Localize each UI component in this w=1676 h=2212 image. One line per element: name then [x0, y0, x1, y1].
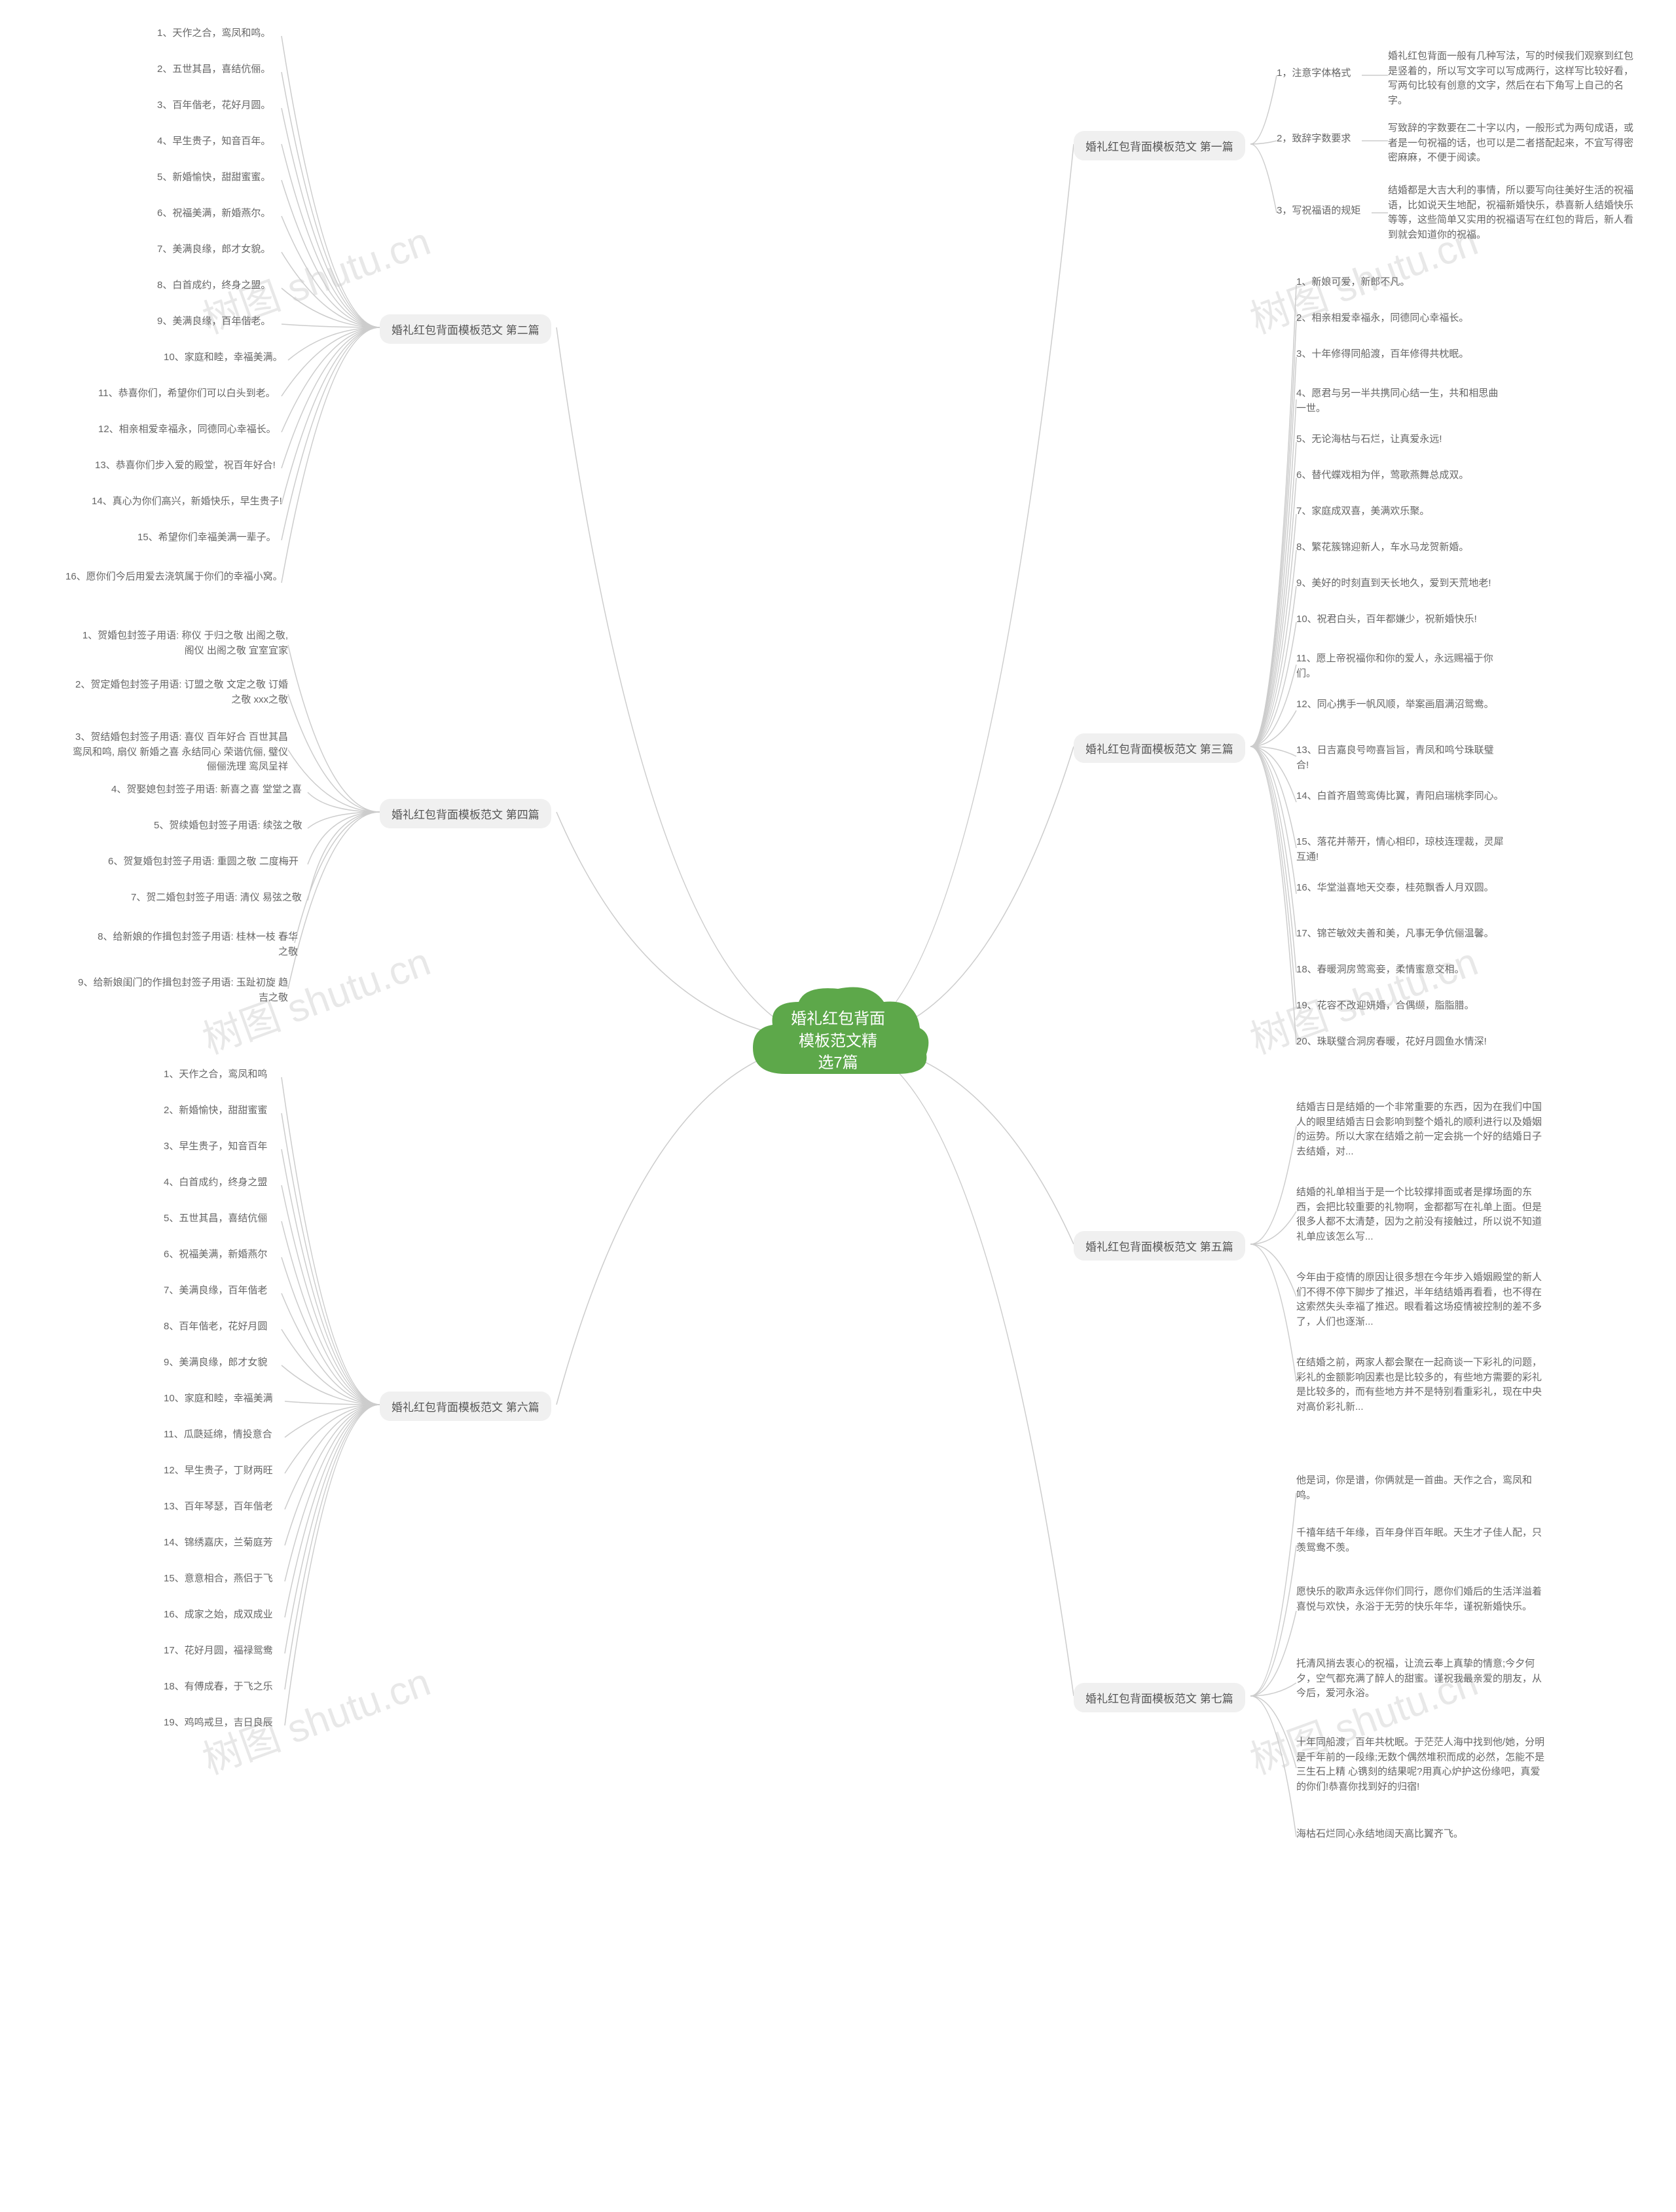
leaf: 千禧年结千年缘，百年身伴百年眠。天生才子佳人配，只羡鸳鸯不羡。: [1296, 1526, 1545, 1555]
leaf: 8、白首成约，终身之盟。: [157, 278, 270, 293]
leaf: 12、早生贵子，丁财两旺: [164, 1464, 273, 1479]
leaf: 18、春暖洞房莺鸾妾，柔情蜜意交相。: [1296, 963, 1465, 978]
leaf: 13、恭喜你们步入爱的殿堂，祝百年好合!: [95, 458, 276, 473]
leaf: 13、日吉嘉良号吻喜旨旨，青凤和鸣兮珠联璧合!: [1296, 743, 1506, 773]
leaf: 9、美满良缘，百年偕老。: [157, 314, 270, 329]
leaf: 17、锦芒敏效夫善和美，凡事无争伉俪温馨。: [1296, 927, 1494, 942]
leaf: 4、早生贵子，知音百年。: [157, 134, 270, 149]
leaf: 13、百年琴瑟，百年偕老: [164, 1500, 273, 1515]
leaf: 2、相亲相爱幸福永，同德同心幸福长。: [1296, 311, 1468, 326]
leaf: 2、贺定婚包封签子用语: 订盟之敬 文定之敬 订婚之敬 xxx之敬: [72, 678, 288, 707]
leaf: 2、五世其昌，喜结伉俪。: [157, 62, 270, 77]
leaf: 10、祝君白头，百年都嫌少，祝新婚快乐!: [1296, 612, 1477, 627]
leaf: 15、落花并蒂开，情心相印，琼枝连理裁，灵犀互通!: [1296, 835, 1506, 864]
leaf: 11、愿上帝祝福你和你的爱人，永远赐福于你们。: [1296, 652, 1506, 681]
leaf: 14、白首齐眉莺鸾俦比翼，青阳启瑞桃李同心。: [1296, 789, 1504, 804]
branch-4: 婚礼红包背面模板范文 第四篇: [380, 799, 551, 828]
leaf: 12、同心携手一帆风顺，举案画眉满沼鸳鸯。: [1296, 697, 1494, 712]
leaf: 9、美好的时刻直到天长地久，爱到天荒地老!: [1296, 576, 1491, 591]
leaf: 6、贺复婚包封签子用语: 重圆之敬 二度梅开: [108, 855, 299, 870]
leaf: 19、花容不改迎妍婚，合偶缬，脂脂腊。: [1296, 999, 1474, 1014]
leaf: 1、天作之合，鸾凤和鸣: [164, 1067, 267, 1082]
leaf: 他是词，你是谱，你俩就是一首曲。天作之合，鸾凤和鸣。: [1296, 1473, 1545, 1503]
leaf: 5、新婚愉快，甜甜蜜蜜。: [157, 170, 270, 185]
center-title: 婚礼红包背面模板范文精选7篇: [789, 1008, 887, 1075]
leaf: 6、祝福美满，新婚燕尔。: [157, 206, 270, 221]
leaf: 结婚都是大吉大利的事情，所以要写向往美好生活的祝福语，比如说天生地配，祝福新婚快…: [1388, 183, 1637, 242]
leaf: 7、美满良缘，郎才女貌。: [157, 242, 270, 257]
mindmap-container: 树图 shutu.cn 树图 shutu.cn 树图 shutu.cn 树图 s…: [0, 0, 1676, 2212]
leaf: 3、早生贵子，知音百年: [164, 1139, 267, 1154]
leaf: 14、锦绣嘉庆，兰菊庭芳: [164, 1536, 273, 1551]
leaf: 结婚的礼单相当于是一个比较撑排面或者是撑场面的东西，会把比较重要的礼物啊，金都都…: [1296, 1185, 1545, 1244]
leaf: 18、有傅成春，于飞之乐: [164, 1680, 273, 1695]
leaf: 12、相亲相爱幸福永，同德同心幸福长。: [98, 422, 276, 437]
leaf: 5、贺续婚包封签子用语: 续弦之敬: [154, 819, 302, 834]
branch-1: 婚礼红包背面模板范文 第一篇: [1074, 131, 1245, 160]
leaf: 海枯石烂同心永结地阔天高比翼齐飞。: [1296, 1827, 1463, 1842]
leaf: 8、给新娘的作揖包封签子用语: 桂林一枝 春华之敬: [88, 930, 298, 959]
leaf: 10、家庭和睦，幸福美满。: [164, 350, 283, 365]
leaf: 7、贺二婚包封签子用语: 清仪 易弦之敬: [131, 891, 302, 906]
leaf: 婚礼红包背面一般有几种写法，写的时候我们观察到红包是竖着的，所以写文字可以写成两…: [1388, 49, 1637, 108]
leaf: 10、家庭和睦，幸福美满: [164, 1392, 273, 1407]
leaf: 6、替代蝶戏相为伴，莺歌燕舞总成双。: [1296, 468, 1468, 483]
leaf: 20、珠联璧合洞房春暖，花好月圆鱼水情深!: [1296, 1035, 1487, 1050]
branch-1-sub-1: 1，注意字体格式: [1277, 65, 1351, 79]
leaf: 9、美满良缘，郎才女貌: [164, 1355, 267, 1371]
branch-3: 婚礼红包背面模板范文 第三篇: [1074, 733, 1245, 763]
leaf: 15、意意相合，燕侣于飞: [164, 1572, 273, 1587]
branch-6: 婚礼红包背面模板范文 第六篇: [380, 1392, 551, 1421]
leaf: 14、真心为你们高兴，新婚快乐，早生贵子!: [92, 494, 282, 509]
leaf: 5、无论海枯与石烂，让真爱永远!: [1296, 432, 1442, 447]
leaf: 1、天作之合，鸾凤和鸣。: [157, 26, 270, 41]
leaf: 1、贺婚包封签子用语: 称仪 于归之敬 出阁之敬, 阁仪 出阁之敬 宜室宜家: [72, 629, 288, 658]
leaf: 4、白首成约，终身之盟: [164, 1175, 267, 1190]
leaf: 3、百年偕老，花好月圆。: [157, 98, 270, 113]
leaf: 2、新婚愉快，甜甜蜜蜜: [164, 1103, 267, 1118]
leaf: 8、繁花簇锦迎新人，车水马龙贺新婚。: [1296, 540, 1468, 555]
leaf: 7、家庭成双喜，美满欢乐聚。: [1296, 504, 1429, 519]
leaf: 3、十年修得同船渡，百年修得共枕眠。: [1296, 347, 1468, 362]
leaf: 11、瓜瓞延绵，情投意合: [164, 1428, 272, 1443]
center-node: 婚礼红包背面模板范文精选7篇: [740, 982, 936, 1100]
leaf: 托清风捎去衷心的祝福，让流云奉上真挚的情意;今夕何夕，空气都充满了醉人的甜蜜。谨…: [1296, 1657, 1545, 1701]
leaf: 今年由于疫情的原因让很多想在今年步入婚姻殿堂的新人们不得不停下脚步了推迟，半年结…: [1296, 1270, 1545, 1329]
leaf: 十年同船渡，百年共枕眠。于茫茫人海中找到他/她，分明是千年前的一段缘;无数个偶然…: [1296, 1735, 1545, 1794]
leaf: 8、百年偕老，花好月圆: [164, 1319, 267, 1335]
leaf: 3、贺结婚包封签子用语: 喜仪 百年好合 百世其昌 鸾凤和鸣, 扇仪 新婚之喜 …: [72, 730, 288, 775]
leaf: 结婚吉日是结婚的一个非常重要的东西，因为在我们中国人的眼里结婚吉日会影响到整个婚…: [1296, 1100, 1545, 1159]
leaf: 15、希望你们幸福美满一辈子。: [137, 530, 276, 545]
leaf: 1、新娘可爱，新郎不凡。: [1296, 275, 1410, 290]
leaf: 16、愿你们今后用爱去浇筑属于你们的幸福小窝。: [65, 570, 283, 585]
leaf: 4、愿君与另一半共携同心结一生，共和相思曲一世。: [1296, 386, 1506, 416]
leaf: 9、给新娘闺门的作揖包封签子用语: 玉趾初旋 趋吉之敬: [72, 976, 288, 1005]
leaf: 4、贺娶媳包封签子用语: 新喜之喜 堂堂之喜: [111, 783, 302, 798]
leaf: 7、美满良缘，百年偕老: [164, 1283, 267, 1299]
leaf: 在结婚之前，两家人都会聚在一起商谈一下彩礼的问题，彩礼的金额影响因素也是比较多的…: [1296, 1355, 1545, 1414]
branch-1-sub-3: 3，写祝福语的规矩: [1277, 203, 1360, 217]
leaf: 19、鸡鸣戒旦，吉日良辰: [164, 1716, 273, 1731]
branch-7: 婚礼红包背面模板范文 第七篇: [1074, 1683, 1245, 1712]
branch-1-sub-2: 2，致辞字数要求: [1277, 131, 1351, 145]
leaf: 16、成家之始，成双成业: [164, 1608, 273, 1623]
leaf: 5、五世其昌，喜结伉俪: [164, 1211, 267, 1226]
leaf: 17、花好月圆，福禄鸳鸯: [164, 1644, 273, 1659]
leaf: 愿快乐的歌声永远伴你们同行，愿你们婚后的生活洋溢着喜悦与欢快，永浴于无劳的快乐年…: [1296, 1585, 1545, 1614]
branch-5: 婚礼红包背面模板范文 第五篇: [1074, 1231, 1245, 1261]
leaf: 16、华堂溢喜地天交泰，桂苑飘香人月双圆。: [1296, 881, 1494, 896]
leaf: 11、恭喜你们，希望你们可以白头到老。: [98, 386, 276, 401]
leaf: 6、祝福美满，新婚燕尔: [164, 1247, 267, 1263]
leaf: 写致辞的字数要在二十字以内，一般形式为两句成语，或者是一句祝福的话，也可以是二者…: [1388, 121, 1637, 166]
branch-2: 婚礼红包背面模板范文 第二篇: [380, 314, 551, 344]
